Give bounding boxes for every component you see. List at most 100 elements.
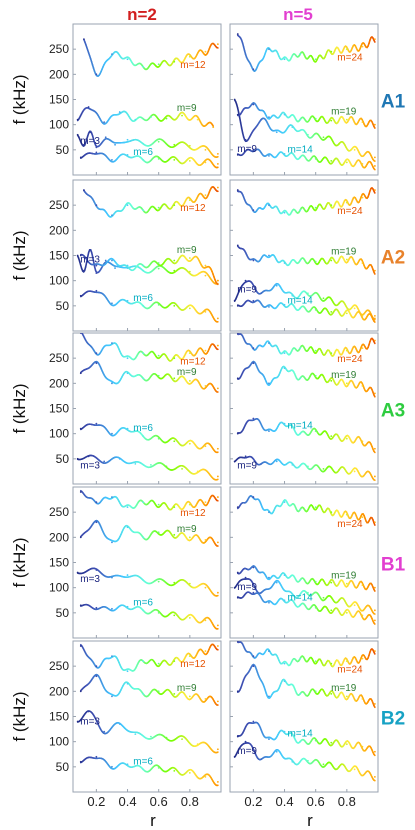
panel-frame (229, 23, 379, 176)
data-point (173, 304, 176, 307)
curve-segment (238, 116, 242, 124)
data-point (142, 435, 145, 438)
data-point (95, 73, 98, 76)
panel-b1-n5: m=9 m=14 m=19 m=24 B1 (229, 486, 406, 639)
panel-b1-n2: 50 100 150 200 250 m=3 m=6 m=9 m=12 f (kHz) (10, 486, 222, 639)
data-point (173, 506, 176, 509)
curve-segment (373, 521, 376, 526)
data-point (142, 65, 145, 68)
data-point (322, 596, 325, 599)
y-axis-label: f (kHz) (10, 74, 29, 124)
data-point (252, 148, 255, 151)
data-point (252, 259, 255, 262)
mode-label: m=19 (331, 570, 357, 581)
data-point (188, 616, 191, 619)
data-point (314, 430, 317, 433)
data-point (330, 50, 333, 53)
curve-segment (373, 125, 376, 129)
data-point (373, 315, 376, 317)
mode-label: m=6 (133, 423, 153, 434)
y-tick-label: 100 (49, 427, 69, 441)
case-label: A2 (381, 248, 405, 269)
data-point (361, 516, 364, 519)
panel-frame (229, 332, 379, 485)
curve-segment (240, 127, 244, 134)
data-point (126, 506, 129, 509)
series-m12 (83, 186, 219, 218)
y-tick-label: 50 (56, 452, 70, 466)
data-point (134, 462, 137, 465)
data-point (345, 201, 348, 204)
data-point (322, 297, 325, 300)
data-point (268, 601, 270, 604)
mode-label: m=3 (80, 461, 100, 472)
data-point (173, 440, 176, 443)
data-point (83, 189, 85, 191)
data-point (236, 244, 239, 247)
y-tick-label: 150 (49, 93, 69, 107)
data-point (95, 146, 98, 149)
data-point (252, 591, 255, 594)
data-point (373, 521, 376, 524)
data-point (111, 214, 113, 217)
data-point (126, 357, 129, 360)
data-point (204, 349, 207, 352)
data-point (291, 594, 294, 597)
mode-label: m=14 (287, 295, 313, 306)
series-m3 (76, 454, 219, 481)
data-point (157, 611, 160, 614)
panel-a3-n5: m=9 m=14 m=19 m=24 A3 (229, 332, 405, 485)
curve-segment (373, 320, 376, 323)
data-point (79, 294, 82, 297)
data-point (338, 599, 340, 602)
panel-a2-n2: 50 100 150 200 250 m=3 m=6 m=9 m=12 f (kHz) (10, 179, 222, 332)
data-point (252, 566, 255, 569)
mode-label: m=9 (177, 103, 197, 114)
data-point (216, 447, 219, 450)
curve-segment (373, 340, 376, 345)
series-m24 (236, 33, 376, 72)
y-axis-label: f (kHz) (10, 537, 29, 587)
data-point (216, 152, 219, 155)
data-point (111, 432, 113, 435)
data-point (216, 279, 219, 282)
data-point (306, 133, 309, 136)
curve-segment (211, 123, 215, 127)
data-point (361, 196, 364, 199)
data-point (338, 302, 340, 305)
data-point (216, 475, 219, 478)
data-point (291, 463, 294, 466)
data-point (188, 536, 191, 539)
y-tick-label: 250 (49, 505, 69, 519)
data-point (181, 114, 183, 117)
data-point (338, 469, 340, 471)
data-point (149, 463, 152, 466)
data-point (244, 455, 247, 458)
y-axis-label: f (kHz) (10, 383, 29, 433)
series-m12 (79, 489, 219, 511)
mode-label: m=9 (237, 285, 257, 296)
data-point (260, 292, 263, 295)
mode-label: m=9 (237, 582, 257, 593)
data-point (76, 118, 79, 121)
data-point (236, 377, 239, 380)
data-point (76, 571, 79, 574)
data-point (361, 315, 364, 317)
data-point (173, 614, 176, 617)
data-point (373, 609, 376, 612)
data-point (204, 148, 207, 151)
series-m6 (79, 151, 219, 169)
data-point (353, 604, 356, 607)
data-point (142, 501, 145, 503)
series-m14 (236, 148, 376, 171)
data-point (95, 272, 98, 275)
series-m9 (76, 106, 215, 129)
series-m9 (233, 576, 376, 615)
data-point (126, 138, 129, 141)
data-point (157, 354, 160, 357)
series-m19 (236, 244, 376, 275)
curve-segment (373, 167, 376, 171)
mode-label: m=3 (80, 254, 100, 265)
data-point (252, 496, 255, 498)
